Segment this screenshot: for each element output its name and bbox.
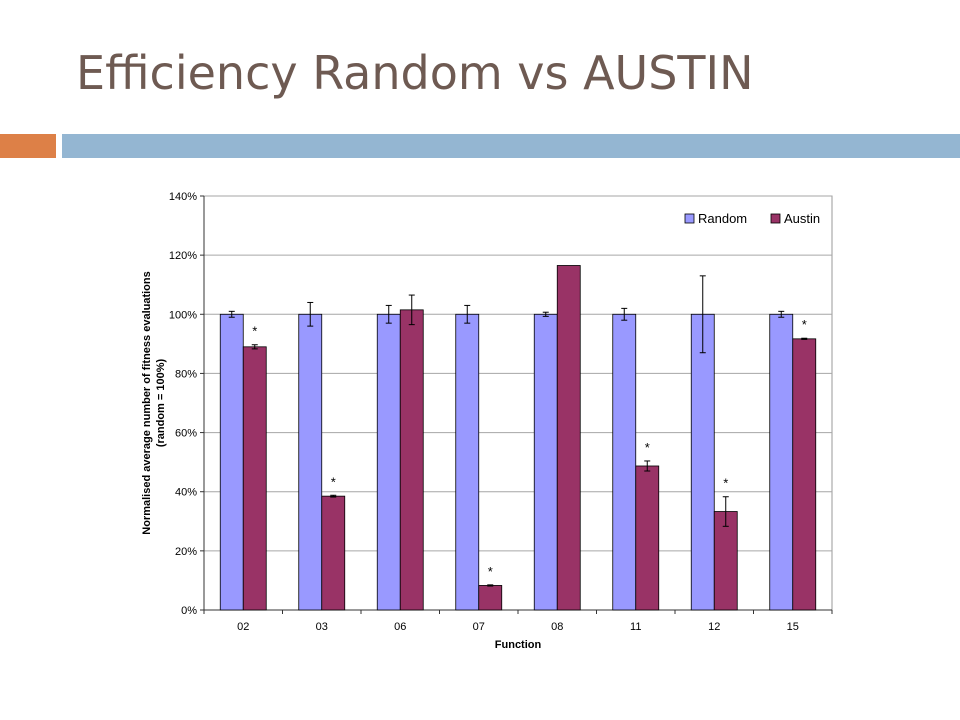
y-tick-label: 120%	[169, 250, 197, 262]
x-axis-label: Function	[495, 639, 542, 651]
y-axis-label-line1: Normalised average number of fitness eva…	[141, 271, 153, 534]
bar-random-07	[455, 313, 480, 611]
bar-random-03	[298, 313, 323, 611]
significance-marker: *	[252, 324, 257, 339]
bar-random-11	[612, 313, 637, 611]
bar-random-15	[769, 313, 794, 611]
y-tick-label: 140%	[169, 191, 197, 203]
x-tick-label: 02	[237, 621, 249, 633]
bar-austin-02	[242, 346, 267, 611]
y-tick-label: 20%	[175, 546, 197, 558]
y-tick-label: 0%	[181, 605, 197, 617]
legend-swatch-random	[684, 213, 695, 224]
bar-random-08	[533, 313, 558, 611]
x-tick-label: 08	[551, 621, 563, 633]
bar-random-02	[219, 313, 244, 611]
y-tick-label: 60%	[175, 428, 197, 440]
bar-random-12	[690, 313, 715, 611]
y-axis-label-line2: (random = 100%)	[155, 359, 167, 448]
x-tick-label: 07	[473, 621, 485, 633]
x-tick-label: 12	[708, 621, 720, 633]
significance-marker: *	[723, 476, 728, 491]
x-tick-label: 06	[394, 621, 406, 633]
slide-title: Efficiency Random vs AUSTIN	[76, 46, 754, 100]
legend-label-random: Random	[698, 211, 747, 226]
legend-label-austin: Austin	[784, 211, 820, 226]
bar-austin-08	[556, 265, 581, 611]
accent-bar-orange	[0, 134, 56, 158]
bar-austin-15	[792, 338, 817, 611]
significance-marker: *	[488, 564, 493, 579]
y-tick-label: 80%	[175, 368, 197, 380]
plot-area	[203, 195, 833, 611]
y-tick-label: 40%	[175, 487, 197, 499]
significance-marker: *	[331, 474, 336, 489]
x-tick-label: 11	[630, 621, 641, 633]
significance-marker: *	[645, 440, 650, 455]
bar-random-06	[376, 313, 401, 611]
y-tick-label: 100%	[169, 309, 197, 321]
significance-marker: *	[802, 317, 807, 332]
bar-austin-06	[399, 309, 424, 611]
x-tick-label: 03	[316, 621, 328, 633]
bar-austin-07	[478, 585, 503, 611]
bar-chart: 0% 20% 40% 60% 80% 100% 120% 140% 02 * 03 * 06 07 * 08 1…	[141, 191, 833, 651]
bar-austin-03	[321, 495, 346, 611]
legend-swatch-austin	[770, 213, 781, 224]
bar-austin-11	[635, 465, 660, 611]
header-bar-blue	[62, 134, 960, 158]
x-tick-label: 15	[787, 621, 799, 633]
